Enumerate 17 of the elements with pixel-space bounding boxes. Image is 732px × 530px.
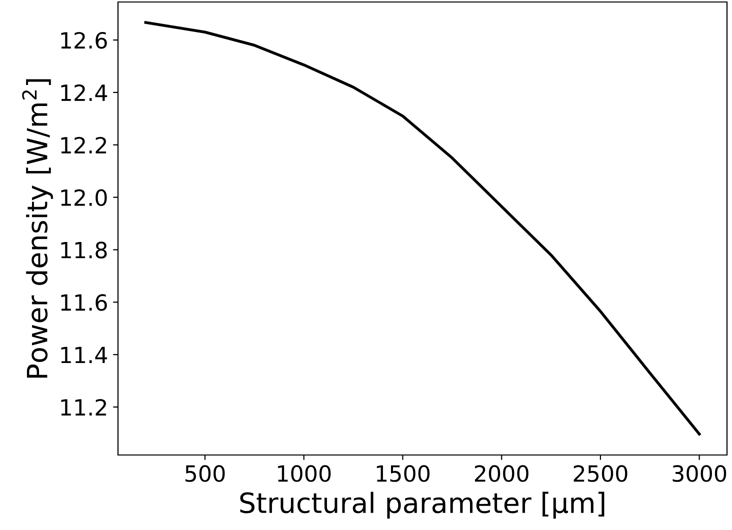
y-tick-label: 11.2 [61, 398, 106, 416]
x-tick-label: 2500 [574, 465, 628, 482]
x-tick-label: 1000 [278, 465, 331, 482]
y-tick-label: 12.6 [61, 32, 107, 49]
line-series [144, 21, 701, 436]
x-tick-label: 500 [186, 465, 225, 482]
y-tick-label: 11.8 [61, 242, 107, 258]
x-tick-label: 2000 [474, 465, 528, 482]
y-axis-title: Power density [W/m$^{2}$] [22, 79, 53, 378]
x-tick-label: 1500 [376, 465, 430, 482]
y-tick-label: 11.4 [61, 346, 108, 364]
y-tick-label: 11.6 [61, 294, 107, 311]
x-axis-title: Structural parameter [µm] [240, 492, 604, 519]
y-tick-label: 12.2 [61, 136, 106, 154]
y-tick-label: 12.0 [61, 189, 107, 206]
y-tick-label: 12.4 [61, 84, 108, 101]
x-tick-label: 3000 [672, 465, 726, 482]
